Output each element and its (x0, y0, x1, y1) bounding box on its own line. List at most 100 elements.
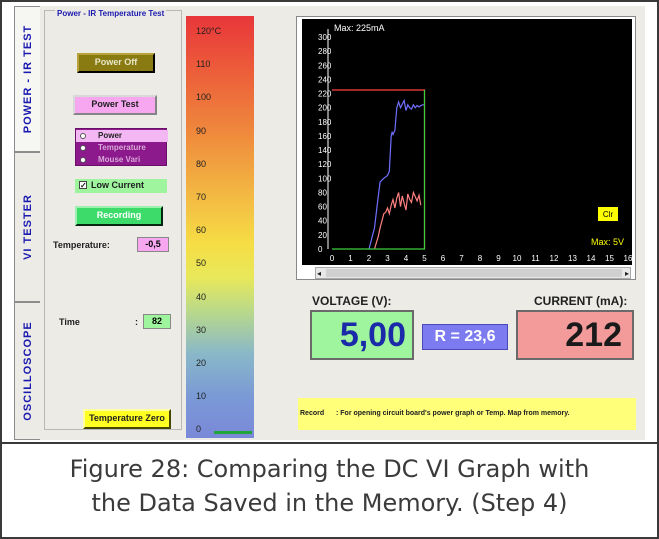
x-tick-label: 1 (348, 254, 353, 263)
x-tick-label: 7 (459, 254, 464, 263)
tab-power-ir-test[interactable]: POWER - IR TEST (14, 6, 40, 152)
radio-power[interactable]: Power (76, 130, 168, 142)
checkmark-icon: ✓ (79, 181, 87, 190)
low-current-checkbox[interactable]: ✓ Low Current (75, 179, 167, 193)
radio-mouse-vari[interactable]: Mouse Vari (76, 154, 168, 166)
temperature-tick-label: 40 (196, 291, 207, 302)
series-line-3 (332, 90, 426, 250)
temperature-tick-label: 20 (196, 358, 207, 368)
temperature-tick-label: 100 (196, 92, 212, 103)
series-line-0 (368, 98, 425, 250)
y-tick-label: 140 (318, 146, 332, 155)
current-value: 212 (516, 310, 634, 360)
temperature-zero-button[interactable]: Temperature Zero (83, 409, 171, 429)
series-line-1 (373, 190, 422, 250)
temperature-tick-label: 60 (196, 225, 207, 236)
scroll-right-icon[interactable]: ▸ (624, 269, 629, 278)
y-tick-label: 40 (318, 217, 327, 226)
radio-selected-icon (80, 133, 86, 139)
temperature-tick-label: 10 (196, 391, 207, 402)
tab-label: POWER - IR TEST (21, 24, 34, 134)
x-tick-label: 4 (404, 254, 409, 263)
tab-oscilloscope[interactable]: OSCILLOSCOPE (14, 302, 40, 440)
scroll-thumb[interactable] (326, 269, 622, 277)
x-tick-label: 11 (531, 254, 540, 263)
app-window: POWER - IR TEST VI TESTER OSCILLOSCOPE P… (14, 6, 645, 440)
graph-horizontal-scrollbar[interactable]: ◂ ▸ (315, 267, 631, 279)
vertical-tab-bar: POWER - IR TEST VI TESTER OSCILLOSCOPE (14, 6, 40, 440)
tab-label: VI TESTER (21, 194, 34, 260)
current-label: CURRENT (mA): (534, 294, 628, 308)
x-tick-label: 13 (568, 254, 577, 263)
x-tick-label: 15 (605, 254, 614, 263)
figure-caption: Figure 28: Comparing the DC VI Graph wit… (0, 452, 659, 520)
mode-radio-group: Power Temperature Mouse Vari (75, 128, 168, 166)
x-tick-label: 5 (422, 254, 427, 263)
time-colon: : (135, 317, 138, 327)
y-tick-label: 160 (318, 132, 332, 141)
y-tick-label: 280 (318, 47, 332, 56)
control-panel: Power - IR Temperature Test Power Off Po… (44, 9, 182, 430)
x-tick-label: 6 (441, 254, 446, 263)
temperature-tick-label: 0 (196, 424, 202, 435)
temperature-tick-label: 80 (196, 158, 207, 169)
x-tick-label: 3 (385, 254, 390, 263)
series-line-2 (332, 89, 426, 249)
time-value: 82 (143, 314, 171, 329)
x-tick-label: 2 (367, 254, 372, 263)
y-tick-label: 120 (318, 160, 332, 169)
temperature-level-line (214, 431, 252, 434)
x-tick-label: 14 (587, 254, 596, 263)
panel-title: Power - IR Temperature Test (55, 9, 167, 18)
y-tick-label: 180 (318, 118, 332, 127)
x-tick-label: 12 (550, 254, 559, 263)
radio-icon (80, 157, 86, 163)
tab-vi-tester[interactable]: VI TESTER (14, 152, 40, 302)
x-tick-label: 16 (624, 254, 632, 263)
record-hint-bar: Record : For opening circuit board's pow… (298, 398, 636, 430)
scroll-left-icon[interactable]: ◂ (317, 269, 322, 278)
temperature-tick-label: 70 (196, 192, 207, 202)
y-tick-label: 20 (318, 231, 327, 240)
caption-divider (0, 442, 659, 444)
x-tick-label: 8 (478, 254, 483, 263)
y-tick-label: 260 (318, 61, 332, 70)
max-current-label: Max: 225mA (334, 23, 385, 33)
y-tick-label: 300 (318, 33, 332, 42)
caption-line-2: the Data Saved in the Memory. (Step 4) (91, 489, 568, 517)
temperature-value: -0,5 (137, 237, 169, 252)
temperature-scale-bar: 120°C 110 100 90 80 70 60 50 40 30 20 10 0 (186, 16, 254, 438)
y-tick-label: 80 (318, 188, 327, 197)
clear-button-label: Clr (603, 210, 614, 219)
x-tick-label: 0 (330, 254, 335, 263)
power-test-button[interactable]: Power Test (73, 95, 157, 115)
record-text: : For opening circuit board's power grap… (336, 410, 570, 417)
y-tick-label: 200 (318, 104, 332, 113)
time-label: Time (59, 317, 80, 327)
y-tick-label: 100 (318, 174, 332, 183)
x-tick-label: 10 (513, 254, 522, 263)
vi-graph-panel: 0 20 40 60 80 100 120 140 160 180 200 220 240 260 280 3… (296, 16, 636, 280)
radio-temperature[interactable]: Temperature (76, 142, 168, 154)
y-tick-label: 240 (318, 75, 332, 84)
max-voltage-label: Max: 5V (591, 237, 624, 247)
x-tick-label: 9 (496, 254, 501, 263)
y-tick-label: 60 (318, 203, 327, 212)
y-tick-label: 220 (318, 90, 332, 99)
temperature-tick-label: 90 (196, 125, 207, 136)
temperature-tick-label: 120°C (196, 26, 222, 36)
temperature-tick-label: 30 (196, 324, 207, 335)
caption-line-1: Figure 28: Comparing the DC VI Graph wit… (69, 455, 590, 483)
record-label: Record (300, 410, 325, 417)
temperature-tick-label: 50 (196, 258, 207, 269)
recording-button[interactable]: Recording (75, 206, 163, 226)
voltage-label: VOLTAGE (V): (312, 294, 392, 308)
vi-chart-svg: 0 20 40 60 80 100 120 140 160 180 200 220 240 260 280 3… (318, 23, 633, 263)
power-off-button[interactable]: Power Off (77, 53, 155, 73)
temperature-label: Temperature: (53, 240, 110, 250)
tab-label: OSCILLOSCOPE (21, 321, 34, 421)
vi-graph: 0 20 40 60 80 100 120 140 160 180 200 220 240 260 280 3… (302, 19, 633, 265)
temperature-tick-label: 110 (196, 59, 211, 70)
radio-icon (80, 145, 86, 151)
